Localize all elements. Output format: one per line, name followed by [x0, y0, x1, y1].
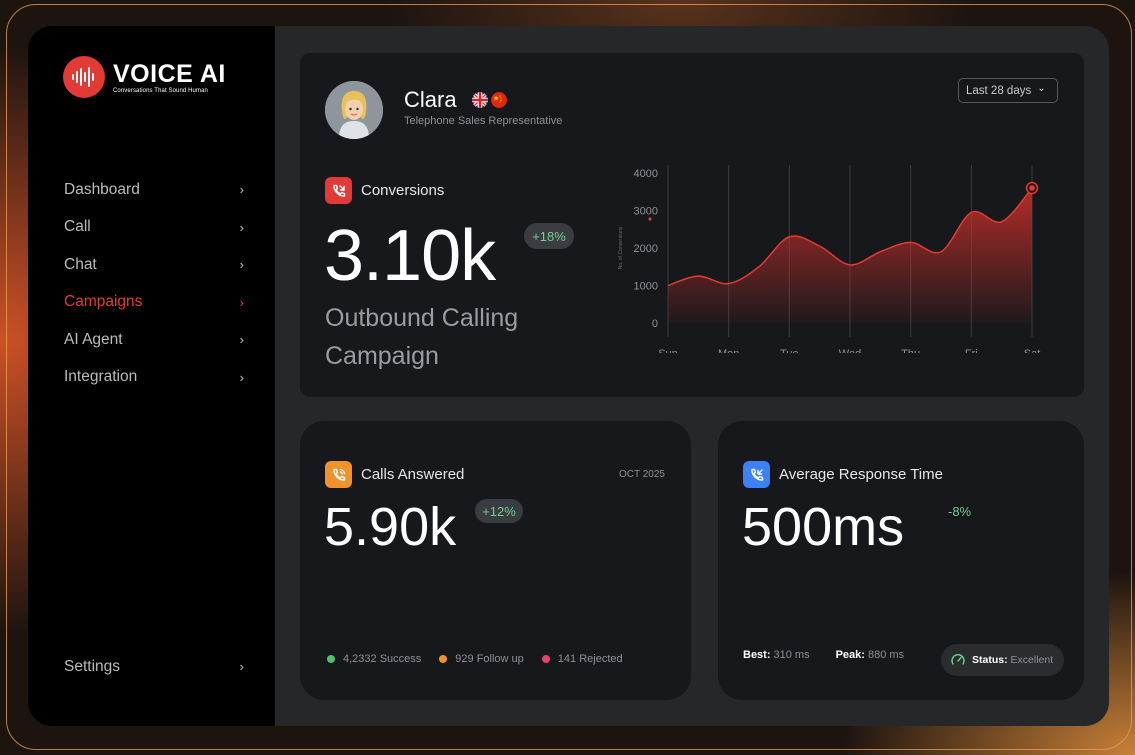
chart-y-tick-label: 2000: [634, 243, 658, 255]
legend-item-success: 4,2332 Success: [327, 653, 421, 665]
device-frame: [6, 4, 1132, 750]
chart-y-tick-label: 4000: [634, 168, 658, 180]
best-label: Best:: [743, 649, 771, 661]
legend-item-rejected: 141 Rejected: [541, 653, 623, 665]
sidebar-item-integration[interactable]: Integration ›: [64, 359, 244, 397]
sidebar-item-call[interactable]: Call ›: [64, 209, 244, 247]
brand-name: VOICE AI: [113, 59, 226, 88]
status-label: Status:: [972, 654, 1008, 666]
conversions-change-badge: +18%: [524, 223, 574, 249]
legend-label: 141 Rejected: [557, 653, 623, 665]
campaign-name: Outbound Calling Campaign: [325, 304, 519, 370]
chart-x-tick-label: Wed: [839, 348, 861, 353]
china-flag-icon: [491, 92, 507, 108]
chart-x-tick-label: Sun: [658, 348, 678, 353]
legend-item-follow-up: 929 Follow up: [439, 653, 524, 665]
language-flags: [472, 92, 507, 108]
soundwave-icon: [63, 56, 105, 98]
legend-label: 4,2332 Success: [343, 653, 422, 665]
calls-answered-label: Calls Answered: [361, 466, 465, 483]
status-badge: Status: Excellent: [941, 644, 1064, 676]
chevron-right-icon: ›: [239, 257, 244, 273]
calls-answered-card: Calls Answered OCT 2025 5.90k +12% 4,233…: [300, 421, 691, 700]
sidebar-item-chat[interactable]: Chat ›: [64, 246, 244, 284]
chart-point: [1029, 185, 1035, 191]
legend-dot: [541, 655, 550, 663]
sidebar-item-dashboard[interactable]: Dashboard ›: [64, 171, 244, 209]
chart-x-tick-label: Sat: [1024, 348, 1041, 353]
chart-y-tick-label: 1000: [634, 281, 658, 293]
chart-y-tick-label: 0: [652, 318, 658, 330]
legend-label: 929 Follow up: [455, 653, 524, 665]
conversions-label: Conversions: [361, 182, 445, 199]
chart-series-line: [667, 187, 1033, 287]
legend-dot: [327, 655, 335, 663]
conversions-card: Clara Telephone Sales: [300, 53, 1084, 397]
response-stats: Best: 310 ms Peak: 880 ms: [743, 649, 904, 661]
chart-y-tick-label: 3000: [634, 206, 658, 218]
sidebar-item-label: Call: [64, 218, 91, 236]
brand-logo[interactable]: VOICE AI Conversations That Sound Human: [63, 56, 226, 98]
sidebar-item-label: Campaigns: [64, 293, 143, 311]
calls-answered-change-badge: +12%: [475, 499, 523, 523]
app-window: VOICE AI Conversations That Sound Human …: [28, 26, 1109, 726]
agent-role: Telephone Sales Representative: [404, 115, 563, 127]
response-time-card: Average Response Time 500ms -8% Best: 31…: [718, 421, 1084, 700]
sidebar-item-label: Settings: [64, 657, 121, 675]
sidebar-item-settings[interactable]: Settings ›: [64, 648, 244, 686]
chevron-right-icon: ›: [239, 369, 244, 385]
chevron-right-icon: ›: [239, 332, 244, 348]
calls-answered-value: 5.90k: [324, 497, 457, 557]
chart-ylabel-marker: [648, 217, 652, 221]
chart-x-tick-label: Fri: [965, 348, 978, 353]
uk-flag-icon: [472, 92, 488, 108]
chevron-right-icon: ›: [239, 182, 244, 198]
brand-tagline: Conversations That Sound Human: [113, 87, 208, 94]
response-time-change: -8%: [948, 504, 972, 519]
sidebar-item-ai-agent[interactable]: AI Agent ›: [64, 321, 244, 359]
calls-legend: 4,2332 Success 929 Follow up 141 Rejecte…: [327, 653, 623, 665]
chart-x-tick-label: Thu: [901, 348, 920, 353]
sidebar-item-campaigns[interactable]: Campaigns ›: [64, 284, 244, 322]
peak-label: Peak:: [835, 649, 865, 661]
chart-y-axis-label: No. of Conversions: [618, 226, 624, 269]
chevron-right-icon: ›: [239, 659, 244, 675]
sidebar: VOICE AI Conversations That Sound Human …: [28, 26, 275, 726]
avatar[interactable]: [325, 81, 383, 139]
sidebar-item-label: Chat: [64, 255, 97, 273]
sidebar-nav: Dashboard › Call › Chat › Campaigns › AI…: [64, 171, 244, 396]
chevron-right-icon: ›: [239, 294, 244, 310]
chart-x-tick-label: Tue: [780, 348, 799, 353]
peak-value: 880 ms: [867, 649, 905, 661]
status-value: Excellent: [1010, 654, 1054, 666]
chevron-down-icon: ⌄: [1037, 83, 1046, 94]
speedometer-icon: [951, 654, 965, 665]
date-range-value: Last 28 days: [966, 84, 1032, 97]
phone-ring-icon: [325, 461, 352, 488]
response-time-value: 500ms: [742, 497, 905, 557]
response-time-label: Average Response Time: [779, 466, 943, 483]
sidebar-item-label: Dashboard: [64, 180, 140, 198]
best-value: 310 ms: [773, 649, 810, 661]
sidebar-item-label: AI Agent: [64, 330, 123, 348]
calls-answered-period: OCT 2025: [619, 469, 665, 480]
date-range-select[interactable]: Last 28 days ⌄: [958, 78, 1058, 103]
legend-dot: [439, 655, 448, 663]
sidebar-item-label: Integration: [64, 368, 138, 386]
conversions-value: 3.10k: [324, 216, 496, 296]
chevron-right-icon: ›: [239, 219, 244, 235]
agent-name: Clara: [404, 87, 457, 112]
sidebar-settings: Settings ›: [64, 648, 244, 686]
phone-incoming-icon: [743, 461, 770, 488]
chart-x-tick-label: Mon: [718, 348, 739, 353]
phone-outgoing-icon: [325, 177, 352, 204]
chart-area-fill: [668, 188, 1032, 323]
